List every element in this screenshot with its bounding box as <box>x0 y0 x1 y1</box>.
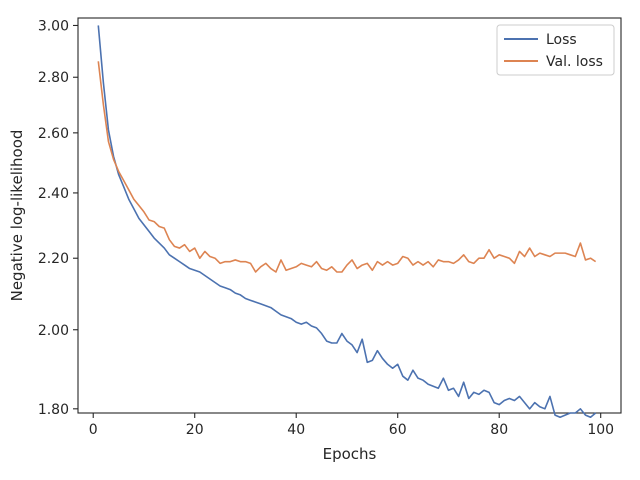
y-axis-label: Negative log-likelihood <box>8 130 26 302</box>
y-axis: 1.80 2.00 2.20 2.40 2.60 2.80 3.00 <box>38 18 78 418</box>
x-tick-label: 0 <box>89 422 98 438</box>
x-tick-label: 20 <box>186 422 204 438</box>
y-tick-label: 2.40 <box>38 186 69 202</box>
series-layer <box>97 25 597 419</box>
y-tick-label: 2.00 <box>38 323 69 339</box>
series-line-val-loss <box>97 61 597 273</box>
x-tick-label: 80 <box>490 422 508 438</box>
plot-area <box>77 17 622 414</box>
legend-frame <box>496 24 615 76</box>
legend: Loss Val. loss <box>496 24 615 76</box>
y-tick-label: 1.80 <box>38 402 69 418</box>
y-tick-label: 2.80 <box>38 70 69 86</box>
y-tick-label: 2.20 <box>38 251 69 267</box>
legend-label-loss: Loss <box>546 32 577 48</box>
legend-label-val-loss: Val. loss <box>546 54 603 70</box>
x-tick-label: 100 <box>587 422 614 438</box>
x-tick-label: 40 <box>287 422 305 438</box>
x-axis: 0 20 40 60 80 100 <box>89 413 614 438</box>
series-line-loss <box>97 25 597 419</box>
x-axis-label: Epochs <box>323 445 377 463</box>
y-tick-label: 3.00 <box>38 18 69 34</box>
y-tick-label: 2.60 <box>38 126 69 142</box>
x-tick-label: 60 <box>389 422 407 438</box>
